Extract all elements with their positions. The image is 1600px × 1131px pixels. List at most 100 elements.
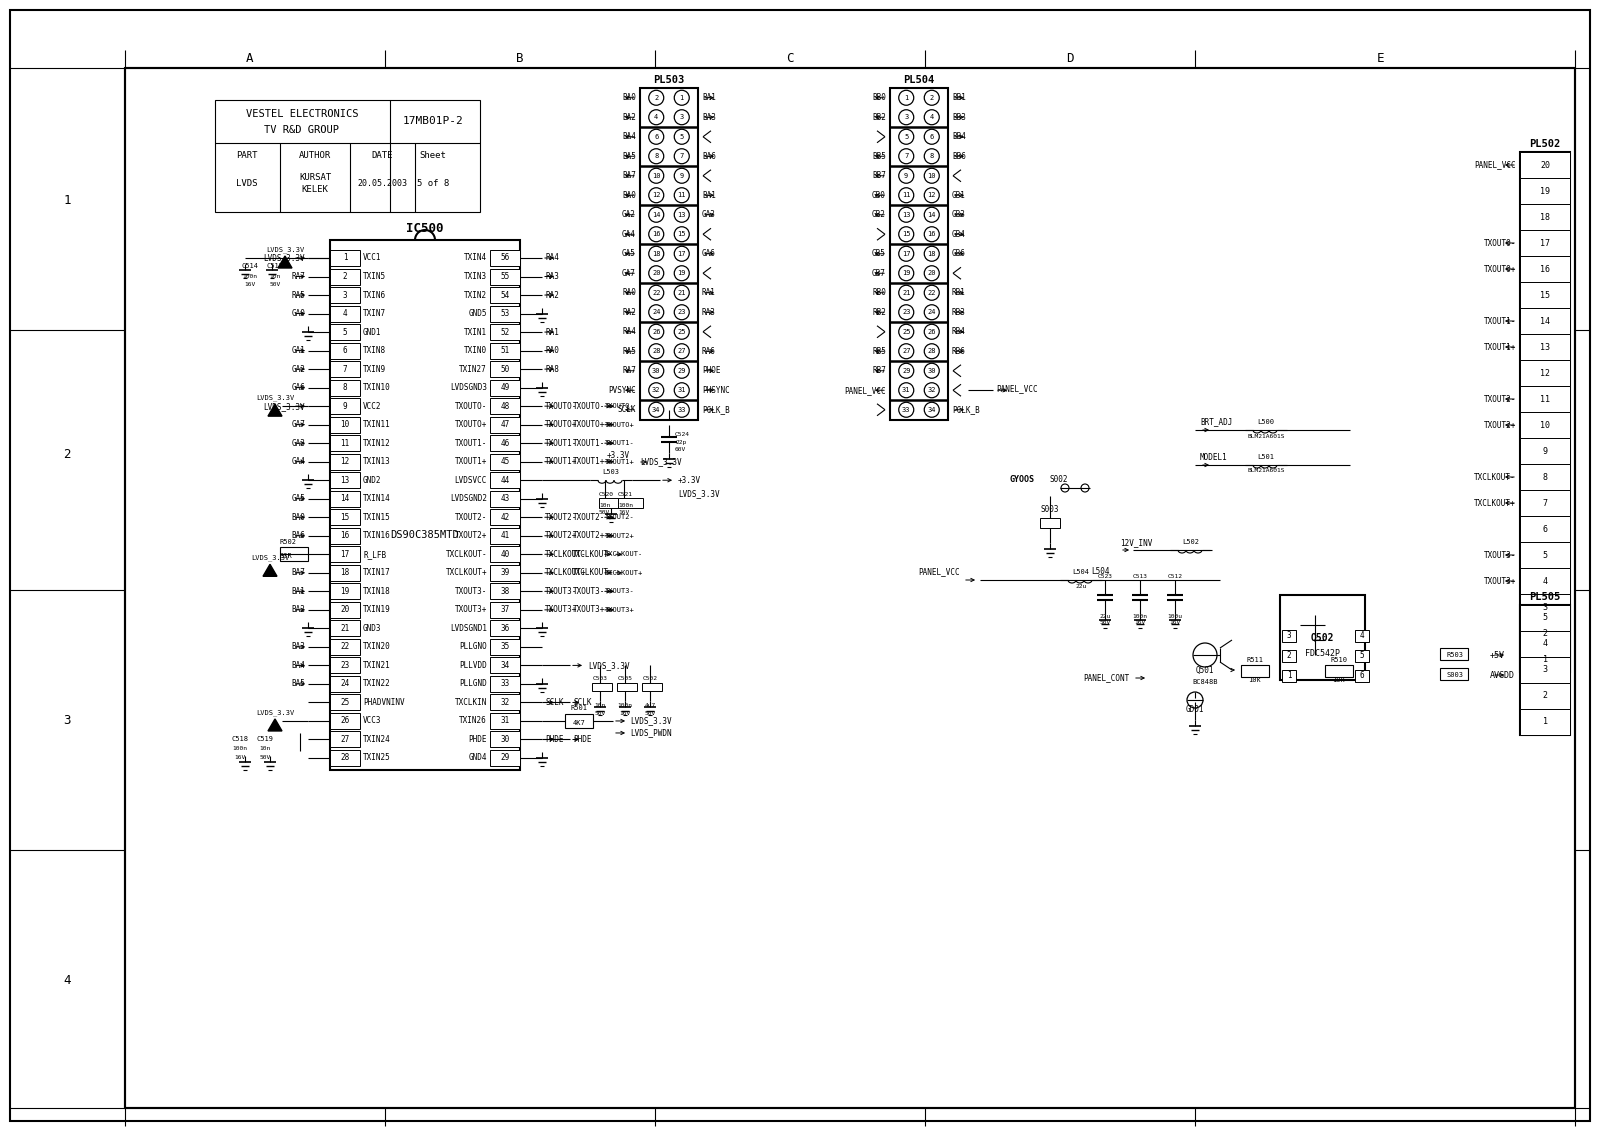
Text: BB5: BB5 [872,152,886,161]
Bar [490,732,520,748]
Bar [330,584,360,599]
Text: TXOUT1-: TXOUT1- [546,439,578,448]
Text: TXCLKOUT+: TXCLKOUT+ [546,568,587,577]
Bar [1520,631,1570,657]
Text: 4u7: 4u7 [645,702,656,708]
Text: SCLK: SCLK [573,698,592,707]
Bar [490,602,520,618]
Text: GND3: GND3 [363,624,381,633]
Text: TXOUT1-: TXOUT1- [605,440,635,447]
Text: 28: 28 [651,348,661,354]
Text: 24: 24 [928,309,936,316]
Bar [1355,650,1370,662]
Text: TXIN8: TXIN8 [363,346,386,355]
Text: A: A [246,52,254,66]
Text: 14: 14 [1539,317,1550,326]
Text: 5: 5 [1542,613,1547,622]
Text: VCC1: VCC1 [363,253,381,262]
Text: VCC3: VCC3 [363,716,381,725]
Bar [330,676,360,692]
Text: SCLK: SCLK [546,698,563,707]
Text: 29: 29 [677,368,686,373]
Text: 22u: 22u [1099,613,1110,619]
Text: PANEL_VCC: PANEL_VCC [995,383,1038,392]
Text: PHOE: PHOE [702,366,720,375]
Text: GA5: GA5 [622,249,637,258]
Text: BB7: BB7 [872,171,886,180]
Bar [1520,542,1570,568]
Text: TXOUT3+: TXOUT3+ [1483,577,1517,586]
Text: 12: 12 [651,192,661,198]
Text: 12V_INV: 12V_INV [1120,538,1152,547]
Text: GB5: GB5 [872,249,886,258]
Text: PL505: PL505 [1530,592,1560,602]
Text: LVDS: LVDS [237,179,258,188]
Text: 20: 20 [1539,161,1550,170]
Text: FDC542P: FDC542P [1304,648,1339,657]
Text: 25: 25 [902,329,910,335]
Text: TXOUT3-: TXOUT3- [605,588,635,594]
Text: 17: 17 [902,251,910,257]
Bar [1520,516,1570,542]
Text: TXOUT3+: TXOUT3+ [546,605,578,614]
Text: 10: 10 [928,173,936,179]
Text: 16V: 16V [619,711,630,716]
Text: GA6: GA6 [702,249,715,258]
Text: 10: 10 [341,421,350,429]
Text: PLLGND: PLLGND [459,680,486,689]
Bar [330,621,360,637]
Text: 48: 48 [501,402,510,411]
Text: 27: 27 [902,348,910,354]
Text: TXCLKOUT-: TXCLKOUT- [546,550,587,559]
Text: D: D [1066,52,1074,66]
Text: TXOUT1-: TXOUT1- [573,439,605,448]
Text: TXOUT1+: TXOUT1+ [605,459,635,465]
Text: 1: 1 [342,253,347,262]
Text: 14: 14 [651,211,661,218]
Text: BA6: BA6 [702,152,715,161]
Bar [330,343,360,359]
Text: GA3: GA3 [291,439,306,448]
Text: PHDE: PHDE [546,735,563,744]
Text: TXIN26: TXIN26 [459,716,486,725]
Text: RB2: RB2 [872,308,886,317]
Text: 30: 30 [651,368,661,373]
Bar [1520,605,1570,631]
Text: TXOUT2+: TXOUT2+ [605,533,635,538]
Text: RA8: RA8 [546,364,558,373]
Bar [1520,308,1570,334]
Text: 10n: 10n [259,746,270,751]
Text: 22u: 22u [1075,584,1086,588]
Text: SCLK: SCLK [618,405,637,414]
Text: Q501: Q501 [1195,665,1214,674]
Text: C519: C519 [256,736,274,742]
Text: 22: 22 [928,290,936,295]
Text: 56: 56 [501,253,510,262]
Bar [490,287,520,303]
Text: GA1: GA1 [291,346,306,355]
Text: 12: 12 [1539,369,1550,378]
Text: TXOUT3-: TXOUT3- [546,587,578,596]
Text: TXOUTO+: TXOUTO+ [573,421,605,429]
Text: 8: 8 [342,383,347,392]
Text: GA7: GA7 [291,421,306,429]
Text: 20.05.2003: 20.05.2003 [357,179,406,188]
Text: PVSYNC: PVSYNC [608,386,637,395]
Bar [330,694,360,710]
Bar [1520,657,1570,683]
Bar [490,564,520,581]
Text: TXCLKOUT-: TXCLKOUT- [571,550,613,559]
Text: 52: 52 [501,328,510,337]
Text: LVDSGND2: LVDSGND2 [450,494,486,503]
Bar [1520,709,1570,735]
Bar [330,305,360,321]
Bar [490,454,520,469]
Bar [330,639,360,655]
Text: 15: 15 [341,512,350,521]
Text: 18: 18 [341,568,350,577]
Text: 5: 5 [1360,651,1365,661]
Text: 18: 18 [651,251,661,257]
Text: BA2: BA2 [622,113,637,122]
Bar [490,509,520,525]
Text: TXOUT1+: TXOUT1+ [546,457,578,466]
